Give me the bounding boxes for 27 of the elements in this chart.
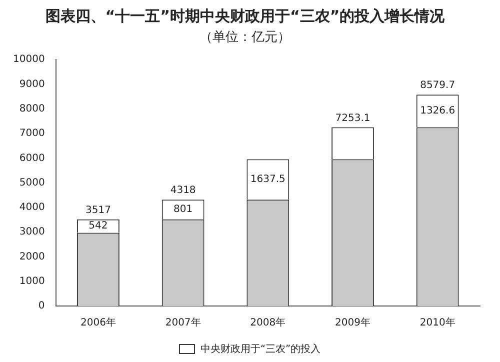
y-tick-label: 8000 [19, 103, 45, 114]
x-tick-label: 2007年 [165, 316, 201, 329]
y-tick-label: 10000 [13, 54, 45, 66]
data-label: 801 [174, 204, 193, 216]
y-tick-label: 5000 [19, 177, 45, 188]
total-label: 7253.1 [335, 112, 370, 124]
y-tick-label: 0 [38, 300, 45, 312]
y-tick-label: 2000 [19, 251, 45, 262]
x-tick-label: 2009年 [335, 316, 370, 329]
chart-title: 图表四、“十一五”时期中央财政用于“三农”的投入增长情况 [45, 6, 446, 25]
chart-subtitle: （单位：亿元） [200, 30, 290, 46]
y-tick-label: 3000 [19, 226, 45, 238]
total-label: 4318 [170, 185, 196, 196]
y-tick-label: 7000 [19, 128, 45, 140]
y-tick-label: 6000 [19, 152, 45, 164]
text: 中央财政用于“三农”的投入 [200, 342, 321, 356]
y-tick-label: 9000 [19, 78, 45, 90]
data-label: 542 [88, 220, 108, 232]
x-tick-label: 2008年 [250, 316, 286, 329]
y-tick-label: 1000 [19, 276, 45, 287]
x-tick-label: 2006年 [80, 316, 116, 329]
data-label: 1637.5 [250, 174, 286, 186]
total-label: 3517 [86, 204, 111, 216]
y-tick-label: 4000 [19, 202, 45, 214]
total-label: 8579.7 [420, 80, 456, 92]
x-tick-label: 2010年 [420, 316, 456, 329]
data-label: 1326.6 [420, 106, 456, 117]
